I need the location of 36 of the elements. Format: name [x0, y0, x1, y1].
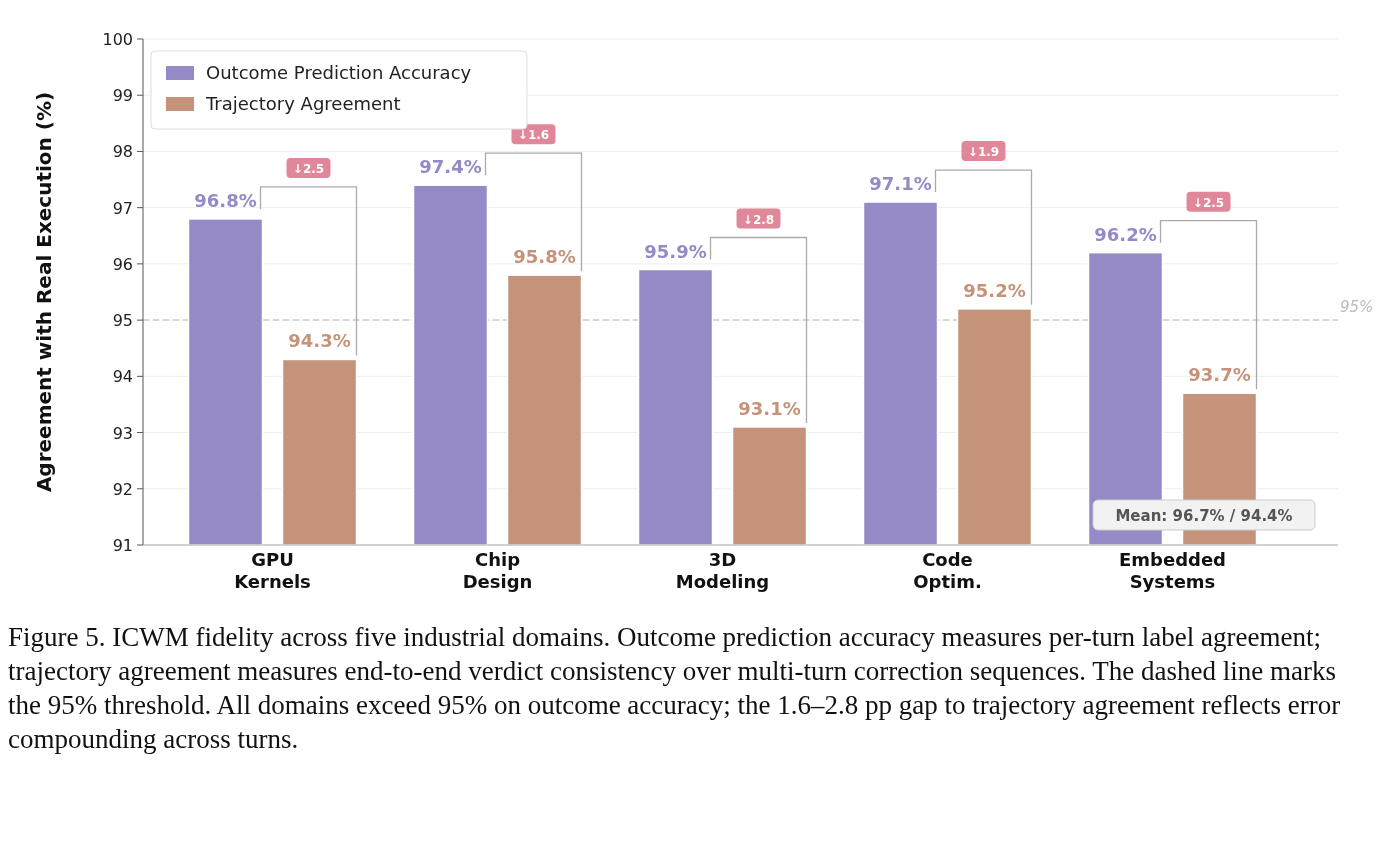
data-label: 96.8% [194, 189, 257, 211]
annotation: Mean: 96.7% / 94.4% [1115, 507, 1293, 525]
data-label: 95.8% [513, 246, 576, 268]
y-tick-label: 91 [112, 536, 133, 555]
y-axis-title: Agreement with Real Execution (%) [32, 91, 56, 493]
data-label: 93.1% [738, 397, 801, 419]
data-label: 95.9% [644, 240, 707, 262]
legend-label: Trajectory Agreement [205, 93, 401, 114]
annotation: ↓1.9 [967, 145, 1000, 160]
annotation: ↓1.6 [517, 128, 550, 143]
y-tick-label: 97 [112, 198, 133, 218]
x-tick-label: Code Optim. [913, 549, 982, 592]
y-tick-label: 92 [112, 479, 133, 499]
annotation: ↓2.5 [1192, 195, 1225, 210]
annotation: ↓2.5 [292, 161, 325, 176]
legend-label: Outcome Prediction Accuracy [206, 62, 472, 83]
x-tick-label: 3D Modeling [675, 549, 770, 592]
y-tick-label: 94 [112, 367, 133, 387]
x-tick-label: Embedded Systems [1118, 549, 1227, 592]
data-label: 94.3% [288, 330, 351, 352]
annotation: ↓2.8 [742, 212, 775, 227]
y-tick-label: 96 [112, 254, 133, 274]
data-label: 97.1% [869, 173, 932, 195]
data-label: 96.2% [1094, 223, 1157, 245]
caption: Figure 5. ICWM fidelity across five industrial domains. Outcome prediction accuracy measures per-turn label agreement; trajectory agreement measures end-to-end verdict consistency over multi-turn correction sequences. The dashed line marks the 95% threshold. All domains exceed 95% on outcome accuracy; the 1.6–2.8 pp gap to trajectory agreement reflects error compounding across turns. [8, 621, 1342, 756]
y-tick-label: 100 [102, 30, 133, 49]
data-label: 97.4% [419, 156, 482, 178]
data-label: 95.2% [963, 279, 1026, 301]
y-tick-label: 99 [112, 86, 133, 106]
x-tick-label: Chip Design [462, 549, 533, 592]
y-tick-label: 98 [112, 142, 133, 162]
ref-line-label: 95% [1340, 298, 1374, 317]
y-tick-label: 93 [112, 423, 133, 443]
y-tick-label: 95 [112, 311, 133, 331]
x-tick-label: GPU Kernels [234, 549, 311, 592]
data-label: 93.7% [1188, 364, 1251, 386]
